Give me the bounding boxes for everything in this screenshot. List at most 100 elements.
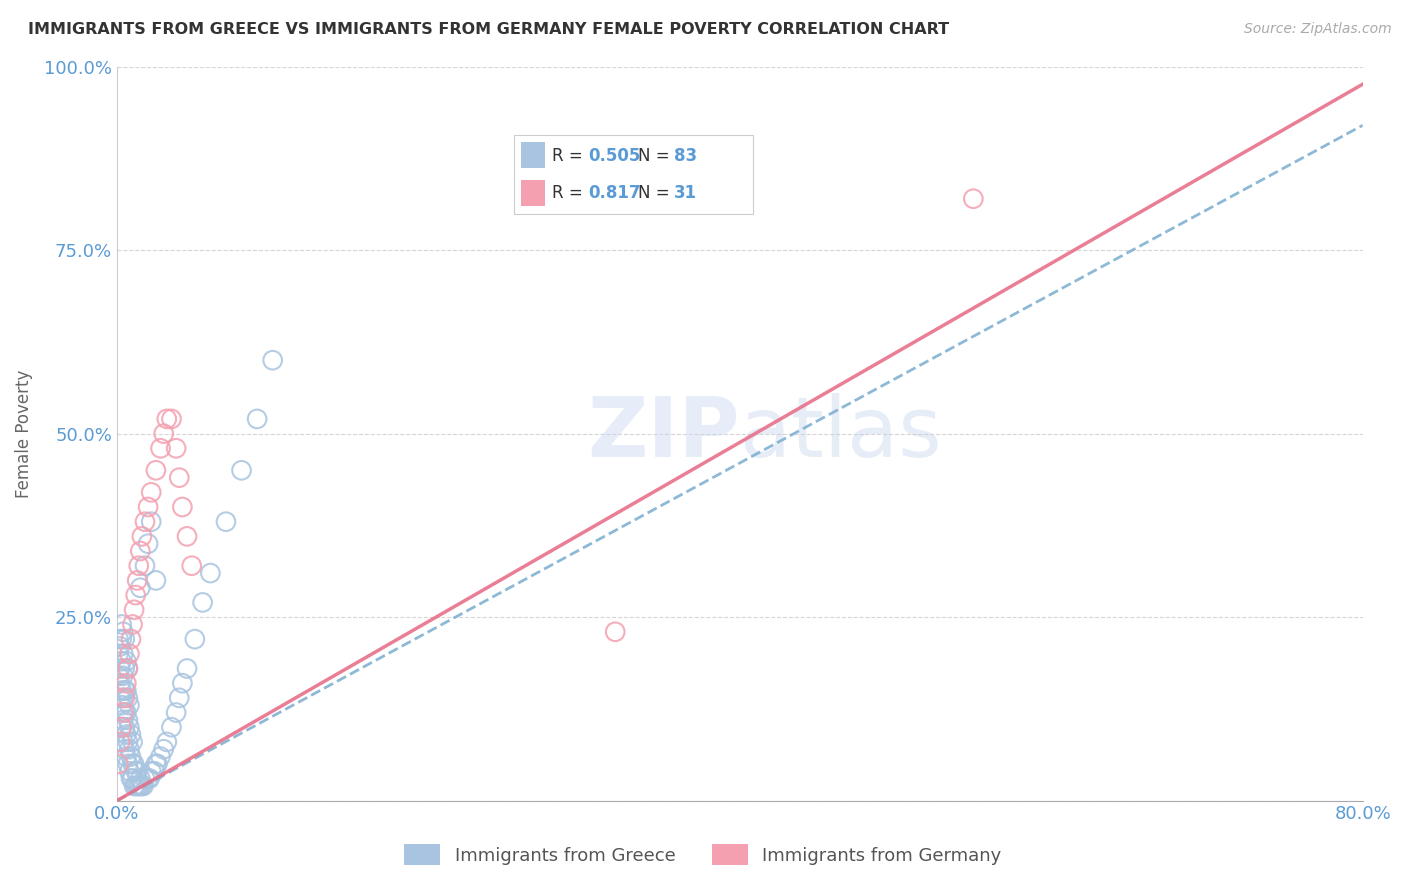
Point bbox=[111, 654, 134, 668]
Point bbox=[184, 632, 207, 647]
Point bbox=[112, 690, 135, 705]
Point bbox=[200, 566, 222, 580]
Point bbox=[111, 720, 134, 734]
Point bbox=[118, 647, 141, 661]
Point bbox=[115, 749, 138, 764]
Point bbox=[146, 756, 169, 771]
Point bbox=[172, 676, 194, 690]
Point bbox=[215, 515, 238, 529]
Point bbox=[114, 742, 136, 756]
Point bbox=[124, 764, 146, 779]
Point bbox=[160, 412, 183, 426]
Point bbox=[114, 720, 136, 734]
Point bbox=[120, 632, 142, 647]
Point bbox=[118, 720, 141, 734]
Point bbox=[107, 756, 129, 771]
Point bbox=[111, 720, 134, 734]
Point bbox=[107, 647, 129, 661]
Legend: Immigrants from Greece, Immigrants from Germany: Immigrants from Greece, Immigrants from … bbox=[395, 835, 1011, 874]
Point bbox=[129, 772, 152, 786]
Y-axis label: Female Poverty: Female Poverty bbox=[15, 369, 32, 498]
Point bbox=[128, 558, 150, 573]
Point bbox=[141, 764, 163, 779]
Point bbox=[121, 772, 143, 786]
Point bbox=[120, 772, 142, 786]
Point bbox=[108, 640, 131, 654]
Text: R =: R = bbox=[553, 184, 588, 202]
Point bbox=[134, 515, 156, 529]
Point bbox=[131, 529, 153, 543]
Text: 83: 83 bbox=[673, 147, 697, 165]
Point bbox=[114, 632, 136, 647]
Text: Source: ZipAtlas.com: Source: ZipAtlas.com bbox=[1244, 22, 1392, 37]
Point bbox=[149, 749, 172, 764]
Point bbox=[115, 706, 138, 720]
Point bbox=[129, 544, 152, 558]
Point bbox=[117, 661, 139, 675]
Point bbox=[124, 588, 146, 602]
Point bbox=[108, 676, 131, 690]
Point bbox=[122, 756, 145, 771]
Point bbox=[112, 669, 135, 683]
Point bbox=[156, 735, 179, 749]
Point bbox=[117, 713, 139, 727]
Point bbox=[108, 661, 131, 675]
Point bbox=[145, 756, 167, 771]
Point bbox=[120, 727, 142, 741]
Text: 31: 31 bbox=[673, 184, 697, 202]
Point bbox=[160, 720, 183, 734]
Text: N =: N = bbox=[638, 184, 675, 202]
Point bbox=[128, 779, 150, 793]
Text: R =: R = bbox=[553, 147, 588, 165]
FancyBboxPatch shape bbox=[513, 135, 754, 213]
Point bbox=[152, 742, 174, 756]
Text: N =: N = bbox=[638, 147, 675, 165]
Point bbox=[107, 669, 129, 683]
Point bbox=[165, 442, 187, 456]
Point bbox=[165, 706, 187, 720]
Point bbox=[114, 690, 136, 705]
Point bbox=[115, 676, 138, 690]
Point bbox=[114, 706, 136, 720]
Text: ZIP: ZIP bbox=[588, 393, 740, 475]
Bar bbox=[520, 143, 544, 168]
Point bbox=[121, 756, 143, 771]
Point bbox=[127, 779, 149, 793]
Point bbox=[118, 698, 141, 713]
Point bbox=[156, 412, 179, 426]
Point bbox=[129, 581, 152, 595]
Point bbox=[115, 727, 138, 741]
Point bbox=[149, 442, 172, 456]
Point bbox=[117, 690, 139, 705]
Point bbox=[145, 463, 167, 477]
Point bbox=[111, 617, 134, 632]
Point bbox=[112, 647, 135, 661]
Point bbox=[127, 574, 149, 588]
Point bbox=[141, 515, 163, 529]
Point bbox=[127, 764, 149, 779]
Point bbox=[962, 192, 984, 206]
Point bbox=[121, 617, 143, 632]
Text: IMMIGRANTS FROM GREECE VS IMMIGRANTS FROM GERMANY FEMALE POVERTY CORRELATION CHA: IMMIGRANTS FROM GREECE VS IMMIGRANTS FRO… bbox=[28, 22, 949, 37]
Point bbox=[132, 779, 155, 793]
Point bbox=[246, 412, 269, 426]
Point bbox=[143, 764, 166, 779]
Point bbox=[108, 690, 131, 705]
Point bbox=[112, 624, 135, 639]
Point bbox=[112, 735, 135, 749]
Point bbox=[120, 749, 142, 764]
Point bbox=[138, 772, 160, 786]
Point bbox=[167, 470, 190, 484]
Text: 0.817: 0.817 bbox=[588, 184, 640, 202]
Point bbox=[141, 485, 163, 500]
Point bbox=[115, 654, 138, 668]
Point bbox=[111, 698, 134, 713]
Point bbox=[118, 764, 141, 779]
Point bbox=[176, 529, 198, 543]
Bar bbox=[520, 180, 544, 205]
Point bbox=[145, 574, 167, 588]
Point bbox=[134, 558, 156, 573]
Point bbox=[131, 779, 153, 793]
Text: 0.505: 0.505 bbox=[588, 147, 640, 165]
Point bbox=[114, 661, 136, 675]
